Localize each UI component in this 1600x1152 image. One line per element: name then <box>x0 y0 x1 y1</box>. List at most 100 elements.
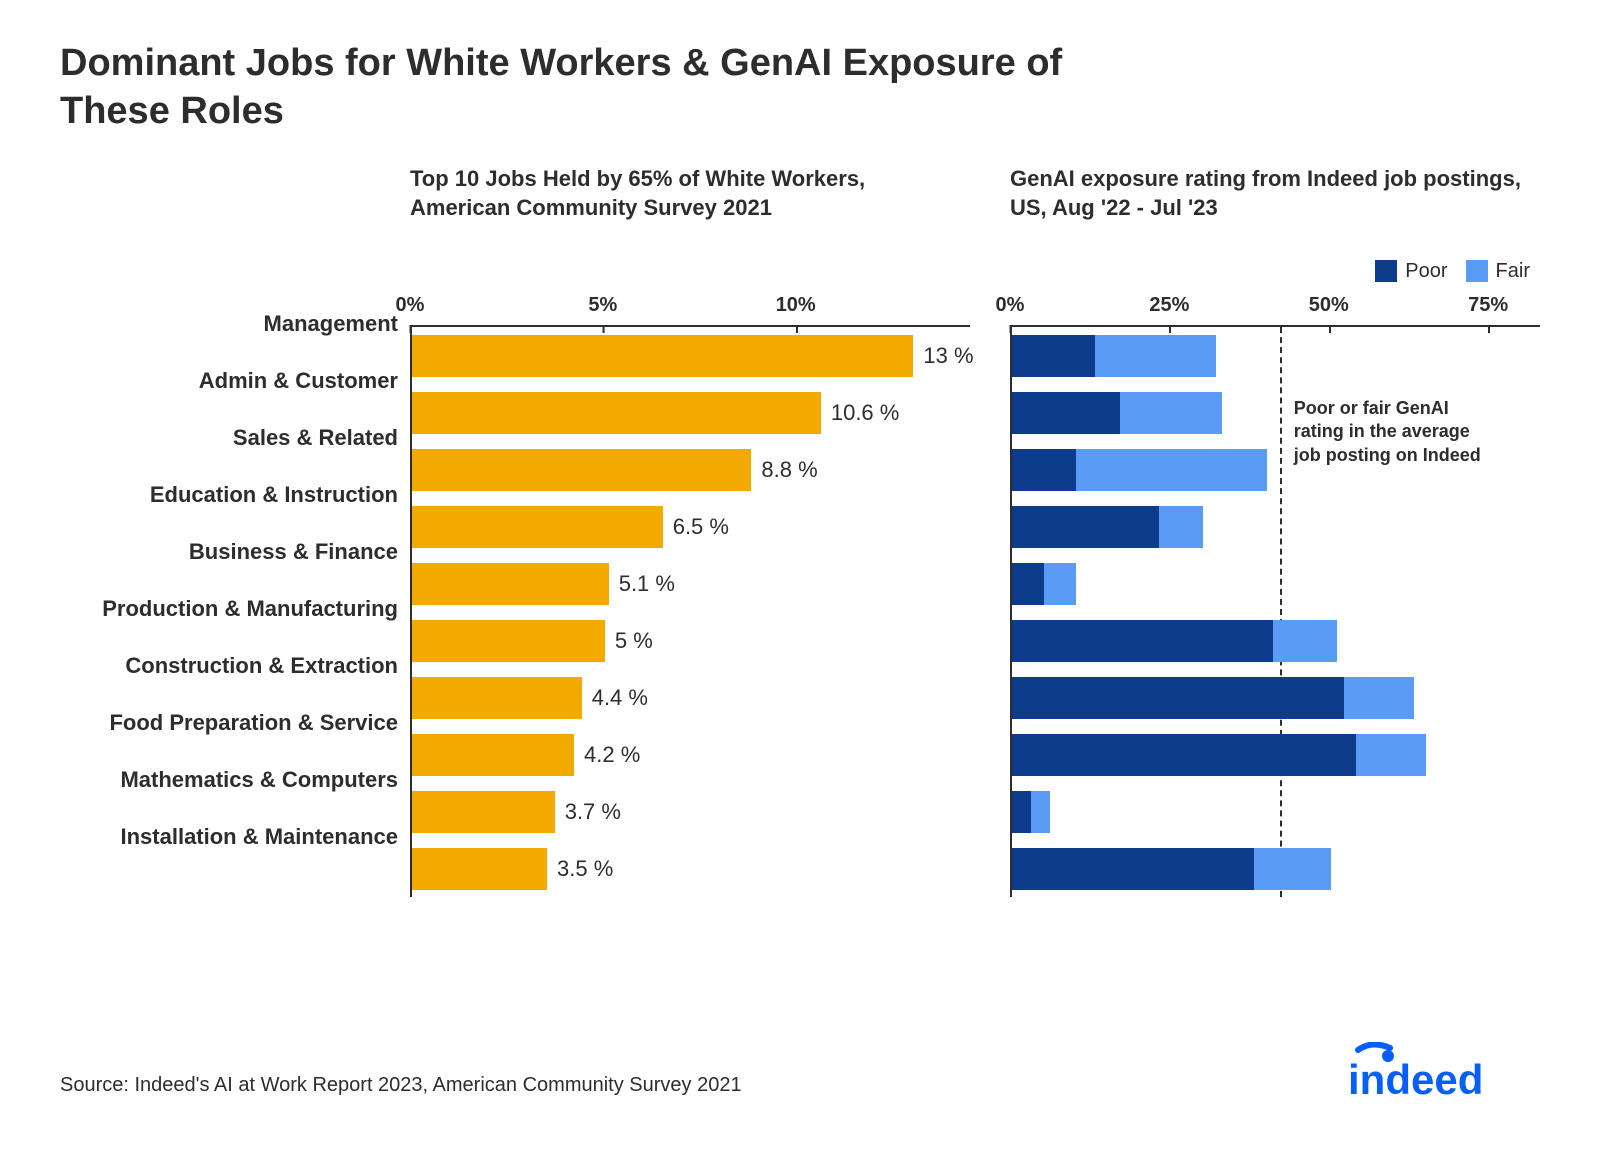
stacked-bar <box>1012 506 1203 548</box>
row-label: Education & Instruction <box>60 466 398 523</box>
segment-poor <box>1012 848 1254 890</box>
bar-row <box>1012 840 1540 897</box>
row-labels-column: ManagementAdmin & CustomerSales & Relate… <box>60 165 410 865</box>
axis-tick: 0% <box>996 294 1025 325</box>
axis-tick: 50% <box>1309 294 1349 325</box>
segment-poor <box>1012 677 1344 719</box>
stacked-bar <box>1012 734 1426 776</box>
right-axis: 0%25%50%75% <box>1010 287 1540 327</box>
row-label: Admin & Customer <box>60 352 398 409</box>
bar-value-label: 13 % <box>923 343 973 369</box>
bar-row <box>1012 669 1540 726</box>
left-plot: 13 %10.6 %8.8 %6.5 %5.1 %5 %4.4 %4.2 %3.… <box>410 327 970 897</box>
bar-value-label: 5 % <box>615 628 653 654</box>
pct-bar: 13 % <box>412 335 913 377</box>
left-chart: Top 10 Jobs Held by 65% of White Workers… <box>410 165 970 897</box>
bar-row: 5 % <box>412 612 970 669</box>
pct-bar: 4.2 % <box>412 734 574 776</box>
source-text: Source: Indeed's AI at Work Report 2023,… <box>60 1074 742 1097</box>
axis-tick: 10% <box>776 294 816 325</box>
legend-item: Poor <box>1375 260 1447 283</box>
row-label: Business & Finance <box>60 523 398 580</box>
bar-value-label: 3.7 % <box>565 799 621 825</box>
bar-value-label: 8.8 % <box>761 457 817 483</box>
legend-item: Fair <box>1466 260 1530 283</box>
stacked-bar <box>1012 677 1414 719</box>
bar-row <box>1012 441 1540 498</box>
segment-fair <box>1076 449 1267 491</box>
pct-bar: 3.5 % <box>412 848 547 890</box>
bar-value-label: 10.6 % <box>831 400 900 426</box>
pct-bar: 4.4 % <box>412 677 582 719</box>
segment-fair <box>1273 620 1337 662</box>
bar-row <box>1012 327 1540 384</box>
segment-poor <box>1012 449 1076 491</box>
bar-row: 3.5 % <box>412 840 970 897</box>
bar-row: 6.5 % <box>412 498 970 555</box>
axis-tick: 5% <box>588 294 617 325</box>
segment-fair <box>1254 848 1331 890</box>
legend: Poor Fair <box>1010 255 1540 287</box>
bar-value-label: 5.1 % <box>619 571 675 597</box>
bar-value-label: 6.5 % <box>673 514 729 540</box>
row-label: Management <box>60 295 398 352</box>
segment-fair <box>1159 506 1204 548</box>
bar-row <box>1012 555 1540 612</box>
pct-bar: 8.8 % <box>412 449 751 491</box>
stacked-bar <box>1012 620 1337 662</box>
axis-tick: 75% <box>1468 294 1508 325</box>
left-subtitle: Top 10 Jobs Held by 65% of White Workers… <box>410 165 970 255</box>
segment-poor <box>1012 506 1159 548</box>
axis-tick: 0% <box>396 294 425 325</box>
bar-value-label: 4.4 % <box>592 685 648 711</box>
bar-value-label: 3.5 % <box>557 856 613 882</box>
segment-fair <box>1044 563 1076 605</box>
pct-bar: 3.7 % <box>412 791 555 833</box>
right-plot: Poor or fair GenAI rating in the average… <box>1010 327 1540 897</box>
segment-fair <box>1031 791 1050 833</box>
svg-text:indeed: indeed <box>1348 1056 1483 1102</box>
row-label: Food Preparation & Service <box>60 694 398 751</box>
stacked-bar <box>1012 563 1076 605</box>
pct-bar: 5 % <box>412 620 605 662</box>
bar-row: 10.6 % <box>412 384 970 441</box>
row-label: Production & Manufacturing <box>60 580 398 637</box>
pct-bar: 5.1 % <box>412 563 609 605</box>
row-label: Sales & Related <box>60 409 398 466</box>
stacked-bar <box>1012 449 1267 491</box>
segment-poor <box>1012 791 1031 833</box>
bar-row: 5.1 % <box>412 555 970 612</box>
segment-fair <box>1120 392 1222 434</box>
row-label: Construction & Extraction <box>60 637 398 694</box>
bar-row <box>1012 612 1540 669</box>
bar-row: 8.8 % <box>412 441 970 498</box>
charts-container: ManagementAdmin & CustomerSales & Relate… <box>60 165 1540 897</box>
row-label: Installation & Maintenance <box>60 808 398 865</box>
chart-title: Dominant Jobs for White Workers & GenAI … <box>60 40 1160 135</box>
stacked-bar <box>1012 791 1050 833</box>
stacked-bar <box>1012 335 1216 377</box>
segment-fair <box>1356 734 1426 776</box>
axis-tick: 25% <box>1149 294 1189 325</box>
segment-poor <box>1012 392 1120 434</box>
stacked-bar <box>1012 392 1222 434</box>
right-subtitle: GenAI exposure rating from Indeed job po… <box>1010 165 1540 255</box>
bar-row: 4.4 % <box>412 669 970 726</box>
segment-fair <box>1095 335 1216 377</box>
segment-poor <box>1012 620 1273 662</box>
left-axis: 0%5%10% <box>410 287 970 327</box>
bar-row <box>1012 726 1540 783</box>
right-chart: GenAI exposure rating from Indeed job po… <box>1010 165 1540 897</box>
bar-row: 13 % <box>412 327 970 384</box>
bar-row <box>1012 783 1540 840</box>
bar-row <box>1012 384 1540 441</box>
pct-bar: 6.5 % <box>412 506 663 548</box>
segment-poor <box>1012 563 1044 605</box>
segment-poor <box>1012 335 1095 377</box>
indeed-logo: indeed <box>1340 1042 1530 1107</box>
pct-bar: 10.6 % <box>412 392 821 434</box>
bar-row <box>1012 498 1540 555</box>
segment-poor <box>1012 734 1356 776</box>
row-label: Mathematics & Computers <box>60 751 398 808</box>
segment-fair <box>1344 677 1414 719</box>
